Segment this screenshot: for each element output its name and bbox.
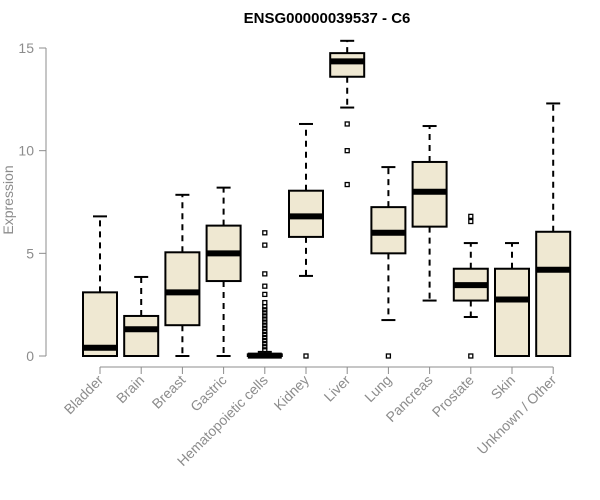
box-hematopoietic-cells [246, 230, 283, 359]
outlier-point [262, 316, 268, 322]
outlier-point [344, 148, 350, 154]
box-kidney [288, 122, 324, 359]
y-tick-label: 15 [18, 40, 34, 56]
y-tick-label: 0 [26, 348, 34, 364]
outlier-point [262, 291, 268, 298]
outlier-point [262, 347, 268, 353]
outlier-point [262, 337, 268, 344]
outlier-point [262, 328, 268, 335]
outlier-point [262, 271, 268, 277]
box-pancreas [411, 125, 448, 302]
outlier-point [262, 334, 268, 341]
outlier-point [262, 341, 268, 347]
box-prostate [452, 213, 489, 359]
y-axis-label: Expression [0, 165, 16, 234]
outlier-point [262, 283, 268, 289]
y-tick-label: 10 [18, 143, 34, 159]
box-bladder [82, 215, 118, 358]
box-rect [123, 314, 160, 357]
x-tick-label: Liver [321, 372, 354, 405]
outlier-point [468, 353, 474, 359]
box-breast [164, 193, 201, 357]
x-tick-label: Bladder [61, 372, 107, 418]
box-gastric [205, 186, 242, 357]
y-axis: 0 5 10 15 [18, 40, 47, 364]
box-liver [329, 39, 366, 188]
outlier-point [385, 353, 392, 359]
outlier-point [303, 353, 309, 359]
outlier-point [262, 230, 268, 236]
box-rect [164, 251, 201, 327]
x-tick-label: Breast [149, 372, 189, 412]
outlier-point [262, 304, 268, 310]
outlier-point [262, 313, 268, 319]
x-tick-label: Kidney [271, 372, 313, 414]
outlier-point [344, 181, 350, 188]
box-rect [494, 267, 530, 358]
outlier-point [468, 213, 474, 220]
outlier-point [262, 325, 268, 331]
x-tick-label: Brain [113, 372, 147, 406]
x-tick-label: Lung [361, 372, 394, 405]
box-lung [370, 166, 407, 359]
outlier-point [262, 319, 268, 325]
outlier-point [262, 322, 268, 328]
box-rect [535, 230, 572, 357]
boxes-group [82, 39, 572, 359]
outlier-point [262, 344, 268, 350]
outlier-point [262, 310, 268, 316]
outlier-point [262, 307, 268, 313]
box-unknown-other [535, 102, 572, 357]
box-brain [123, 275, 160, 357]
x-tick-label: Skin [488, 372, 519, 403]
chart-title: ENSG00000039537 - C6 [244, 10, 411, 27]
box-skin [494, 242, 530, 358]
outlier-point [262, 242, 268, 248]
outlier-point [468, 218, 474, 225]
outlier-point [344, 121, 350, 127]
outlier-point [262, 299, 268, 306]
outlier-point [262, 331, 268, 338]
y-tick-label: 5 [26, 245, 34, 261]
x-tick-label: Prostate [429, 372, 477, 420]
box-rect [329, 52, 366, 78]
